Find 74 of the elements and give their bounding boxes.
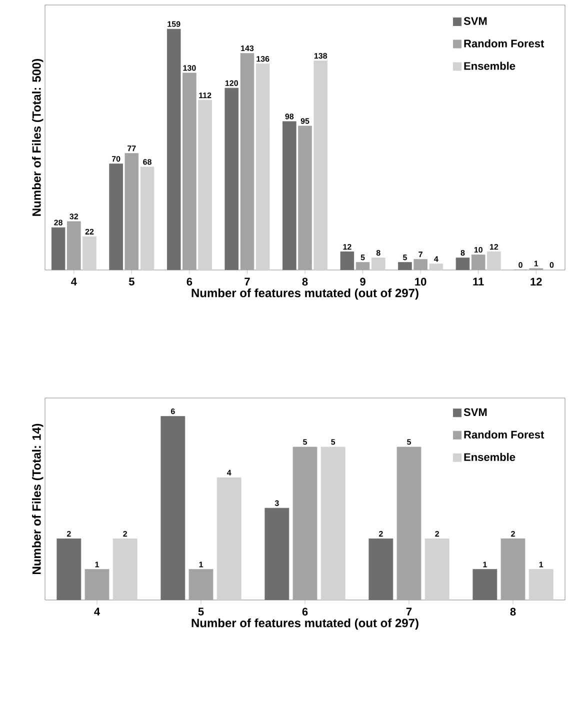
- data-label: 12: [490, 244, 498, 250]
- x-tick-label: 7: [406, 608, 412, 616]
- data-label: 112: [199, 92, 212, 98]
- bar: [198, 100, 212, 270]
- legend-label: Random Forest: [464, 39, 544, 48]
- bar: [140, 166, 154, 270]
- data-label: 120: [225, 80, 238, 86]
- x-axis-title: Number of features mutated (out of 297): [192, 288, 418, 300]
- data-label: 0: [518, 262, 522, 268]
- data-label: 2: [378, 531, 383, 537]
- x-tick-label: 9: [360, 278, 366, 286]
- x-tick-label: 6: [302, 608, 308, 616]
- data-label: 1: [483, 562, 487, 568]
- data-label: 130: [183, 65, 196, 71]
- data-label: 70: [112, 156, 120, 162]
- data-label: 0: [550, 262, 554, 268]
- legend-label: Ensemble: [464, 62, 516, 70]
- data-label: 77: [128, 146, 136, 152]
- data-label: 7: [418, 252, 422, 258]
- data-label: 2: [123, 531, 127, 537]
- bar: [487, 252, 501, 270]
- data-label: 159: [168, 21, 180, 27]
- data-label: 136: [256, 56, 270, 62]
- data-label: 138: [314, 53, 328, 59]
- data-label: 1: [534, 260, 538, 266]
- bar: [371, 258, 386, 270]
- legend-label: Ensemble: [464, 452, 516, 461]
- data-label: 4: [226, 470, 232, 476]
- x-tick-label: 10: [415, 278, 426, 286]
- x-tick-label: 8: [510, 608, 516, 616]
- data-label: 95: [300, 118, 310, 124]
- data-label: 5: [360, 254, 365, 260]
- data-label: 12: [343, 244, 352, 250]
- data-label: 143: [241, 45, 254, 52]
- x-tick-label: 5: [198, 608, 204, 616]
- data-label: 68: [143, 159, 152, 165]
- legend-label: SVM: [464, 408, 487, 416]
- x-tick-label: 7: [244, 278, 250, 286]
- data-label: 98: [285, 114, 294, 120]
- x-tick-label: 12: [530, 278, 542, 286]
- bar: [429, 264, 444, 270]
- x-axis-title: Number of features mutated (out of 297): [192, 618, 418, 630]
- data-label: 2: [435, 531, 439, 537]
- legend-label: SVM: [464, 17, 487, 25]
- data-label: 1: [95, 562, 99, 568]
- data-label: 32: [70, 214, 78, 220]
- data-label: 5: [407, 439, 411, 445]
- data-label: 5: [402, 254, 407, 260]
- data-label: 22: [85, 228, 94, 234]
- data-label: 1: [199, 562, 203, 568]
- data-label: 5: [303, 439, 307, 445]
- x-tick-label: 11: [473, 278, 484, 286]
- x-tick-label: 6: [186, 278, 192, 286]
- bar: [82, 236, 96, 270]
- x-tick-label: 8: [302, 278, 308, 286]
- y-axis-title: Number of Files (Total: 14): [32, 424, 44, 574]
- data-label: 3: [274, 500, 279, 506]
- bar: [314, 60, 328, 270]
- data-label: 1: [539, 562, 544, 568]
- data-label: 8: [376, 250, 380, 256]
- data-label: 28: [54, 220, 62, 226]
- data-label: 2: [66, 531, 71, 537]
- data-label: 6: [170, 408, 175, 414]
- data-label: 10: [474, 246, 482, 253]
- data-label: 2: [511, 531, 515, 537]
- x-tick-label: 4: [94, 608, 100, 616]
- data-label: 5: [331, 439, 336, 445]
- data-label: 4: [434, 256, 438, 262]
- x-tick-label: 5: [128, 278, 134, 286]
- y-axis-title: Number of Files (Total: 500): [32, 58, 44, 216]
- legend-label: Random Forest: [464, 430, 544, 439]
- x-tick-label: 4: [71, 278, 77, 286]
- data-label: 8: [460, 250, 465, 256]
- bar: [256, 64, 270, 270]
